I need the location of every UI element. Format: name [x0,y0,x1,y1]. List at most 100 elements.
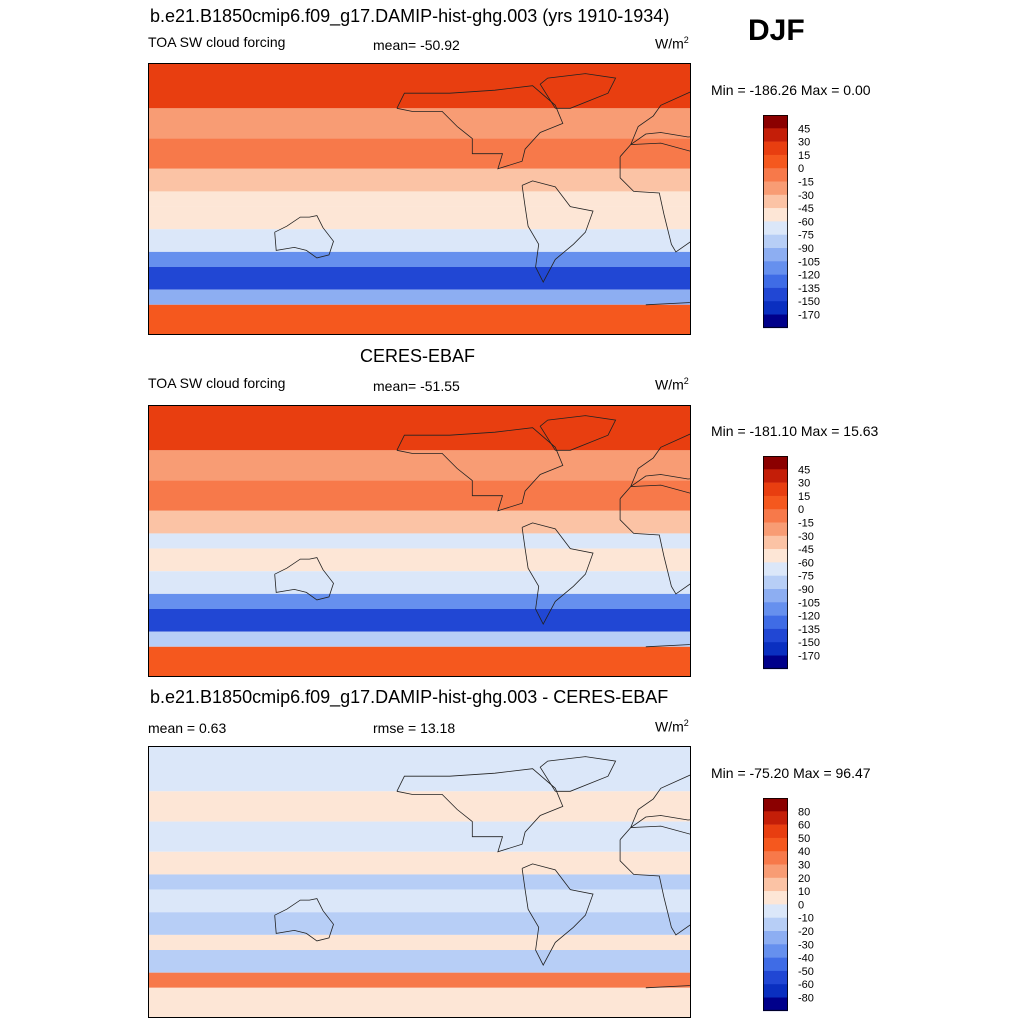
panel-1-title: b.e21.B1850cmip6.f09_g17.DAMIP-hist-ghg.… [150,6,670,26]
colorbar-tick-label: 0 [798,899,804,911]
zonal-band-0 [148,405,691,451]
colorbar-tick-label: 15 [798,491,810,503]
map-field [148,405,691,677]
colorbar-tick-label: -135 [798,624,820,636]
colorbar-tick-label: -10 [798,913,814,925]
coastline-3 [521,180,594,283]
map-frame [148,63,691,335]
coastline-3 [521,863,594,966]
colorbar-tick-label: 45 [798,123,810,135]
zonal-band-0 [148,63,691,109]
colorbar-swatch-14 [763,642,788,656]
zonal-band-8 [148,609,691,632]
colorbar-tick-label: -120 [798,611,820,623]
zonal-band-2 [148,821,691,852]
colorbar-swatch-10 [763,931,788,945]
colorbar-tick-label: -40 [798,953,814,965]
colorbar-swatch-11 [763,944,788,958]
panel-1-mean: mean= -50.92 [373,37,460,53]
zonal-band-10 [148,987,691,1018]
colorbar-tick-label: -135 [798,283,820,295]
colorbar-tick-label: -90 [798,584,814,596]
colorbar-tick-label: 0 [798,504,804,516]
zonal-band-5 [148,206,691,230]
colorbar-tick-label: 0 [798,163,804,175]
colorbar-swatch-2 [763,141,788,156]
colorbar-tick-label: 30 [798,478,810,490]
panel-3-mean: mean = 0.63 [148,720,227,736]
panel-2-mean: mean= -51.55 [373,378,460,394]
zonal-band-5 [148,889,691,913]
zonal-band-4 [148,191,691,207]
colorbar-tick-label: -45 [798,544,814,556]
colorbar-tick-label: -45 [798,203,814,215]
colorbar-swatch-0 [763,456,788,470]
map-frame [148,746,691,1018]
panel-1-minmax: Min = -186.26 Max = 0.00 [711,82,871,98]
coastline-4 [274,898,334,942]
colorbar-tick-label: -170 [798,651,820,663]
panel-3-map [148,746,691,1018]
map-field [148,63,691,335]
colorbar-tick-label: 15 [798,150,810,162]
zonal-band-1 [148,450,691,481]
zonal-band-1 [148,791,691,822]
zonal-band-9 [148,972,691,988]
zonal-band-10 [148,646,691,677]
colorbar-swatch-0 [763,798,788,812]
colorbar-swatch-3 [763,495,788,510]
colorbar-tick-label: -15 [798,518,814,530]
colorbar-swatch-2 [763,482,788,497]
colorbar-swatch-7 [763,549,788,563]
panel-2-minmax: Min = -181.10 Max = 15.63 [711,423,879,439]
colorbar-swatch-13 [763,628,788,643]
colorbar-tick-label: -105 [798,597,820,609]
coastline-5 [539,73,617,109]
colorbar-swatch-15 [763,997,788,1012]
colorbar-tick-label: -60 [798,557,814,569]
zonal-band-4 [148,874,691,890]
coastline-2 [396,85,564,170]
colorbar-swatch-13 [763,970,788,985]
colorbar-swatch-6 [763,194,788,209]
colorbar-tick-label: -90 [798,243,814,255]
colorbar-tick-label: 80 [798,806,810,818]
zonal-band-1 [148,108,691,139]
zonal-band-3 [148,851,691,875]
colorbar-tick-label: 20 [798,873,810,885]
zonal-band-10 [148,304,691,335]
colorbar-swatch-13 [763,287,788,302]
panel-2-variable: TOA SW cloud forcing [148,375,286,391]
colorbar-swatch-5 [763,864,788,879]
colorbar-tick-label: 40 [798,846,810,858]
colorbar-swatch-9 [763,575,788,590]
colorbar-swatch-10 [763,248,788,262]
panel-2-title: CERES-EBAF [360,346,476,366]
colorbar-border [763,456,788,669]
panel-3-units: W/m2 [655,718,689,735]
colorbar-swatch-14 [763,301,788,315]
colorbar-tick-label: 10 [798,886,810,898]
colorbar-tick-label: 30 [798,860,810,872]
colorbar-swatch-15 [763,655,788,670]
zonal-band-4 [148,533,691,549]
colorbar-swatch-5 [763,522,788,537]
colorbar-swatch-9 [763,917,788,932]
coastline-3 [521,522,594,625]
panel-2-units: W/m2 [655,376,689,393]
panel-3-title: b.e21.B1850cmip6.f09_g17.DAMIP-hist-ghg.… [150,687,669,707]
colorbar-swatch-1 [763,469,788,483]
colorbar-tick-label: -105 [798,256,820,268]
zonal-band-8 [148,950,691,973]
zonal-band-6 [148,229,691,252]
colorbar-swatch-12 [763,615,788,630]
colorbar-tick-label: -15 [798,177,814,189]
colorbar-tick-label: -75 [798,571,814,583]
colorbar-tick-label: -80 [798,993,814,1005]
zonal-band-3 [148,168,691,192]
panel-3-minmax: Min = -75.20 Max = 96.47 [711,765,871,781]
colorbar-tick-label: -60 [798,979,814,991]
map-frame [148,405,691,677]
